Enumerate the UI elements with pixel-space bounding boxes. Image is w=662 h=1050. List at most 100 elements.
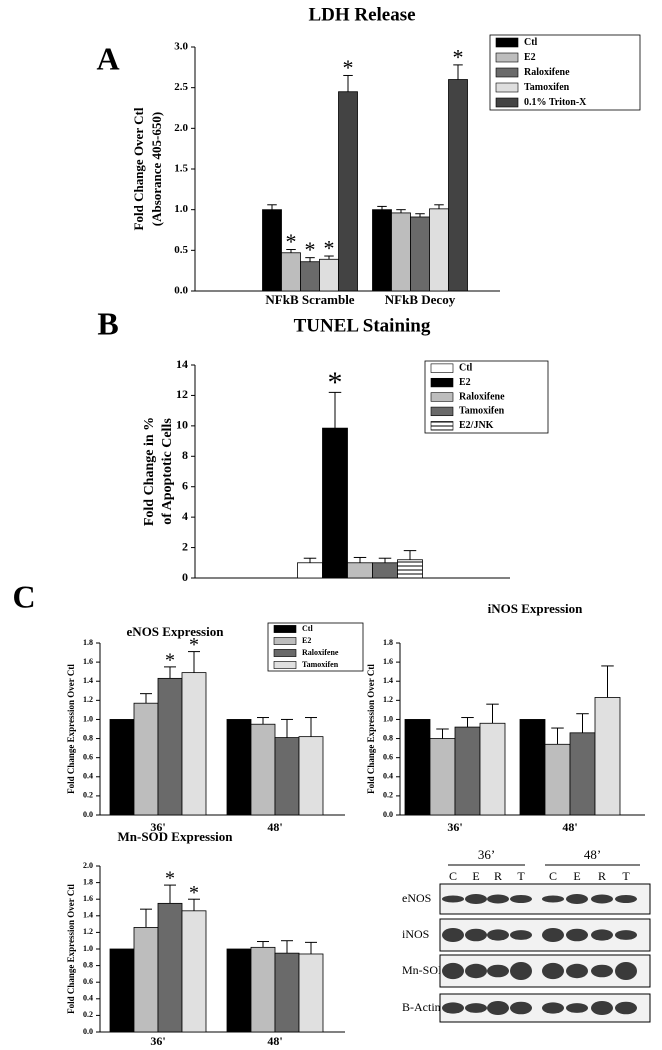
legend-swatch	[495, 67, 519, 78]
y-tick-label: 1.4	[383, 676, 393, 685]
error-bar	[378, 557, 392, 563]
y-tick-label: 1.4	[83, 676, 93, 685]
legend-label: Ctl	[459, 362, 473, 373]
y-tick-label: 4	[182, 509, 188, 523]
blot-band	[465, 894, 487, 904]
error-bar	[377, 205, 387, 210]
bar	[544, 743, 571, 816]
error-bar	[461, 717, 474, 728]
bar	[133, 927, 159, 1033]
y-tick-label: 0	[182, 570, 188, 584]
legend-label: E2	[459, 377, 471, 388]
blot-band	[465, 963, 487, 979]
error-bar	[305, 717, 317, 737]
lane-label: C	[449, 869, 457, 883]
blot-band	[465, 928, 487, 942]
y-tick-label: 0.6	[83, 977, 93, 986]
lane-label: C	[549, 869, 557, 883]
legend-label: Ctl	[302, 624, 313, 633]
panel-letter: B	[97, 305, 118, 341]
bar	[429, 208, 449, 292]
blot-band	[542, 928, 564, 942]
significance-star: *	[453, 44, 464, 69]
x-tick-label: 48'	[562, 820, 577, 834]
blot-row-label: B-Actin	[402, 1000, 441, 1014]
y-tick-label: 1.6	[383, 657, 393, 666]
y-tick-label: 0.4	[83, 772, 93, 781]
error-bar	[305, 257, 315, 262]
bar	[391, 212, 411, 292]
significance-star: *	[324, 236, 335, 261]
error-bar	[140, 693, 152, 704]
error-bar	[305, 941, 317, 954]
error-bar	[551, 727, 564, 745]
significance-star: *	[165, 868, 175, 890]
x-tick-label: 36'	[447, 820, 462, 834]
lane-label: T	[622, 869, 630, 883]
error-bar	[328, 391, 342, 429]
legend-label: Tamoxifen	[302, 660, 339, 669]
legend-swatch	[273, 625, 297, 633]
y-tick-label: 1.0	[83, 714, 93, 723]
blot-band	[442, 962, 464, 980]
bar	[372, 562, 398, 579]
y-tick-label: 0.4	[83, 994, 93, 1003]
bar	[448, 79, 468, 292]
blot-row-label: Mn-SOD	[402, 963, 447, 977]
legend-swatch	[273, 661, 297, 669]
x-tick-label: 36'	[150, 820, 165, 834]
y-tick-label: 12	[176, 387, 188, 401]
blot-band	[442, 895, 464, 903]
blot-band	[591, 894, 613, 904]
bar	[338, 91, 358, 292]
panel-letter: A	[96, 40, 119, 76]
x-tick-label: 36'	[150, 1034, 165, 1048]
blot-row-label: eNOS	[402, 891, 431, 905]
y-tick-label: 8	[182, 448, 188, 462]
legend-label: Raloxifene	[524, 67, 570, 78]
blot-band	[510, 1001, 532, 1015]
y-tick-label: 0.0	[383, 810, 393, 819]
x-tick-label: 48'	[267, 820, 282, 834]
legend-label: Raloxifene	[459, 391, 505, 402]
error-bar	[434, 204, 444, 209]
bar	[454, 726, 481, 816]
blot-band	[487, 964, 509, 978]
error-bar	[140, 908, 152, 928]
blot-band	[442, 1002, 464, 1014]
bar	[298, 736, 324, 816]
blot-band	[615, 930, 637, 940]
blot-band	[591, 929, 613, 941]
bar	[300, 261, 320, 292]
blot-band	[566, 1003, 588, 1013]
blot-band	[487, 1001, 509, 1015]
y-tick-label: 2.5	[174, 81, 188, 93]
significance-star: *	[305, 237, 316, 262]
legend-swatch	[273, 637, 297, 645]
legend-swatch	[495, 52, 519, 63]
legend-swatch	[495, 37, 519, 48]
y-tick-label: 0.8	[83, 960, 93, 969]
blot-band	[615, 1001, 637, 1015]
chart-title: Mn-SOD Expression	[118, 829, 234, 844]
bar	[519, 719, 546, 816]
y-tick-label: 1.6	[83, 657, 93, 666]
y-tick-label: 0.2	[83, 791, 93, 800]
y-tick-label: 0.6	[383, 752, 393, 761]
lane-label: R	[598, 869, 606, 883]
y-tick-label: 1.0	[83, 944, 93, 953]
significance-star: *	[189, 882, 199, 904]
y-tick-label: 2.0	[83, 861, 93, 870]
error-bar	[286, 249, 296, 253]
legend-swatch	[430, 421, 454, 431]
legend-swatch	[430, 377, 454, 388]
blot-band	[542, 895, 564, 903]
error-bar	[601, 665, 614, 698]
legend-swatch	[495, 97, 519, 108]
bar	[181, 910, 207, 1033]
y-tick-label: 1.0	[383, 714, 393, 723]
bar	[181, 672, 207, 816]
bar	[319, 258, 339, 292]
error-bar	[267, 204, 277, 210]
significance-star: *	[189, 634, 199, 656]
